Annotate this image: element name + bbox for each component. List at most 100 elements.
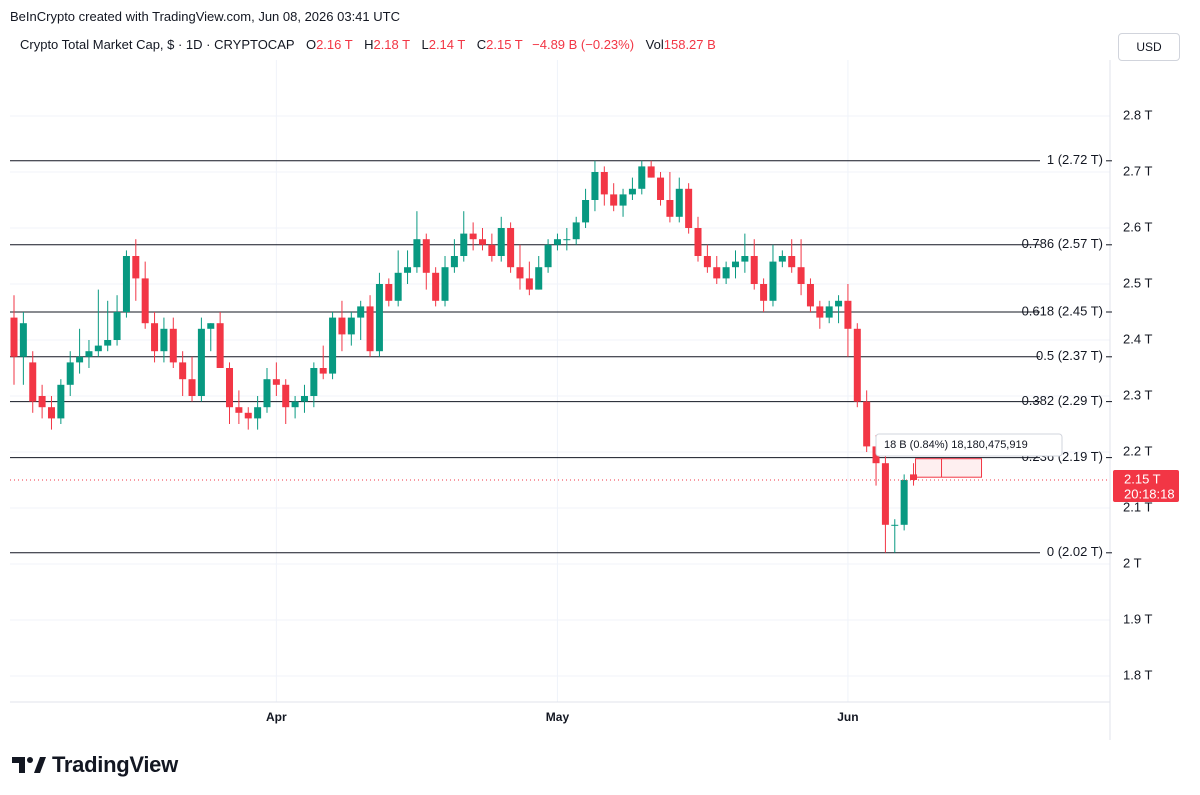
- candle-up[interactable]: [394, 272, 402, 301]
- candle-up[interactable]: [497, 228, 505, 256]
- candle-down[interactable]: [507, 228, 515, 268]
- candle-up[interactable]: [94, 345, 102, 352]
- candle-down[interactable]: [216, 323, 224, 368]
- candle-down[interactable]: [179, 362, 187, 380]
- candle-up[interactable]: [553, 239, 561, 245]
- candle-down[interactable]: [910, 474, 918, 480]
- candle-down[interactable]: [422, 239, 430, 273]
- candle-down[interactable]: [282, 384, 290, 408]
- candle-up[interactable]: [582, 200, 590, 223]
- candle-up[interactable]: [563, 239, 571, 241]
- candle-down[interactable]: [816, 306, 824, 318]
- candle-down[interactable]: [366, 306, 374, 352]
- candle-up[interactable]: [741, 256, 749, 262]
- candle-up[interactable]: [460, 233, 468, 256]
- candle-down[interactable]: [600, 172, 608, 195]
- candle-down[interactable]: [141, 278, 149, 324]
- candle-down[interactable]: [610, 194, 618, 206]
- candle-down[interactable]: [703, 256, 711, 268]
- candle-down[interactable]: [685, 188, 693, 228]
- candle-up[interactable]: [731, 261, 739, 268]
- candle-down[interactable]: [666, 200, 674, 217]
- candle-down[interactable]: [694, 228, 702, 256]
- candle-up[interactable]: [57, 384, 65, 419]
- candle-down[interactable]: [338, 317, 346, 335]
- candle-up[interactable]: [347, 317, 355, 335]
- candle-down[interactable]: [319, 368, 327, 374]
- candle-up[interactable]: [329, 317, 337, 374]
- candle-down[interactable]: [385, 284, 393, 301]
- candle-up[interactable]: [722, 267, 730, 279]
- candle-up[interactable]: [450, 256, 458, 268]
- candle-down[interactable]: [844, 300, 852, 329]
- candle-down[interactable]: [863, 401, 871, 447]
- candle-down[interactable]: [488, 244, 496, 256]
- candle-up[interactable]: [310, 368, 318, 396]
- candle-down[interactable]: [806, 284, 814, 307]
- candle-down[interactable]: [169, 328, 177, 363]
- candle-up[interactable]: [122, 256, 130, 312]
- candle-down[interactable]: [272, 379, 280, 385]
- candle-down[interactable]: [151, 323, 159, 352]
- candle-down[interactable]: [713, 267, 721, 279]
- candle-up[interactable]: [113, 312, 121, 340]
- candle-down[interactable]: [47, 407, 55, 419]
- candle-down[interactable]: [469, 233, 477, 240]
- candle-down[interactable]: [657, 177, 665, 200]
- currency-button[interactable]: USD: [1118, 33, 1180, 61]
- candle-up[interactable]: [375, 284, 383, 352]
- candle-up[interactable]: [825, 306, 833, 318]
- candle-down[interactable]: [188, 379, 196, 396]
- candle-up[interactable]: [544, 244, 552, 268]
- candle-up[interactable]: [675, 188, 683, 217]
- candle-down[interactable]: [853, 328, 861, 402]
- candle-down[interactable]: [244, 412, 252, 419]
- candle-up[interactable]: [160, 328, 168, 352]
- candle-down[interactable]: [788, 256, 796, 268]
- candle-down[interactable]: [432, 272, 440, 301]
- candle-up[interactable]: [591, 172, 599, 200]
- candle-up[interactable]: [778, 256, 786, 262]
- candle-up[interactable]: [197, 328, 205, 396]
- candle-up[interactable]: [900, 480, 908, 525]
- candle-down[interactable]: [760, 284, 768, 301]
- candle-up[interactable]: [441, 267, 449, 301]
- candle-up[interactable]: [619, 194, 627, 206]
- candle-down[interactable]: [797, 267, 805, 284]
- candle-down[interactable]: [479, 239, 486, 245]
- candle-up[interactable]: [835, 300, 843, 307]
- candle-down[interactable]: [10, 317, 18, 357]
- candle-down[interactable]: [525, 278, 533, 290]
- candle-up[interactable]: [413, 239, 421, 268]
- candle-up[interactable]: [891, 524, 899, 526]
- candle-up[interactable]: [404, 267, 412, 273]
- candle-down[interactable]: [226, 368, 234, 408]
- symbol-title[interactable]: Crypto Total Market Cap, $ · 1D · CRYPTO…: [20, 37, 295, 52]
- candle-down[interactable]: [235, 407, 243, 413]
- candle-up[interactable]: [572, 222, 580, 240]
- candle-down[interactable]: [647, 166, 655, 178]
- candle-up[interactable]: [85, 351, 93, 357]
- candle-down[interactable]: [132, 256, 140, 279]
- candle-down[interactable]: [38, 396, 46, 408]
- candle-down[interactable]: [29, 362, 37, 402]
- candle-down[interactable]: [881, 463, 889, 525]
- candle-up[interactable]: [638, 166, 646, 189]
- candle-up[interactable]: [254, 407, 262, 419]
- candle-up[interactable]: [291, 401, 299, 408]
- candle-up[interactable]: [263, 379, 271, 408]
- candle-up[interactable]: [357, 306, 365, 318]
- candle-up[interactable]: [628, 188, 636, 195]
- candle-up[interactable]: [104, 340, 112, 346]
- candle-up[interactable]: [535, 267, 543, 290]
- candle-up[interactable]: [76, 356, 84, 363]
- candle-down[interactable]: [750, 256, 758, 284]
- candle-up[interactable]: [66, 362, 74, 385]
- measure-box[interactable]: [915, 458, 983, 478]
- candle-up[interactable]: [300, 396, 308, 402]
- candle-down[interactable]: [516, 267, 524, 279]
- candle-up[interactable]: [207, 323, 215, 329]
- candle-up[interactable]: [769, 261, 777, 301]
- candle-up[interactable]: [19, 323, 27, 357]
